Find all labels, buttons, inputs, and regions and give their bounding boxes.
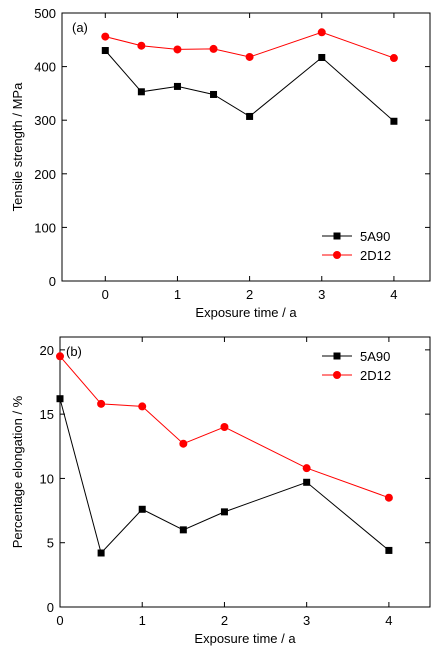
- y-tick-label: 100: [34, 220, 56, 235]
- data-point-5A90: [246, 112, 254, 120]
- data-point-2D12: [389, 54, 398, 63]
- legend-label-5A90: 5A90: [360, 229, 390, 244]
- data-point-5A90: [385, 546, 393, 554]
- y-tick-label: 500: [34, 6, 56, 21]
- y-tick-label: 5: [47, 536, 54, 551]
- data-point-2D12: [97, 399, 106, 408]
- y-tick-label: 0: [47, 600, 54, 615]
- data-point-2D12: [220, 423, 229, 431]
- data-point-2D12: [302, 464, 311, 473]
- legend: 5A90 2D12: [322, 349, 391, 383]
- y-tick-label: 300: [34, 113, 56, 128]
- series-line-5A90: [104, 50, 395, 122]
- data-point-2D12: [138, 402, 147, 411]
- data-point-5A90: [179, 526, 187, 534]
- y-tick-label: 400: [34, 60, 56, 75]
- data-point-2D12: [179, 439, 188, 448]
- data-point-5A90: [101, 47, 109, 55]
- data-point-5A90: [97, 549, 105, 557]
- legend-label-2D12: 2D12: [360, 248, 391, 263]
- x-axis-label: Exposure time / a: [195, 305, 297, 320]
- plot-frame: [61, 12, 431, 282]
- data-point-5A90: [390, 117, 398, 125]
- y-tick-label: 15: [40, 407, 54, 422]
- x-tick-label: 1: [174, 287, 181, 302]
- legend: 5A90 2D12: [322, 229, 391, 263]
- legend-label-5A90: 5A90: [360, 349, 390, 364]
- chart-panel-a: 0 1 2 3 4 0 100 200 300 400 500 Exposure time / a Te…: [10, 6, 431, 320]
- data-point-5A90: [56, 395, 64, 403]
- data-point-2D12: [137, 41, 146, 50]
- data-point-2D12: [317, 28, 326, 37]
- panel-label: (b): [66, 344, 82, 359]
- y-tick-label: 200: [34, 167, 56, 182]
- x-tick-label: 0: [102, 287, 109, 302]
- y-axis-label: Tensile strength / MPa: [10, 82, 25, 211]
- data-point-5A90: [173, 82, 181, 90]
- data-point-2D12: [56, 352, 64, 361]
- legend-label-2D12: 2D12: [360, 368, 391, 383]
- y-tick-label: 0: [49, 274, 56, 289]
- data-point-2D12: [245, 52, 254, 61]
- x-tick-label: 0: [56, 613, 63, 628]
- data-point-2D12: [173, 45, 182, 54]
- x-tick-label: 4: [390, 287, 397, 302]
- chart-panel-b: 0 1 2 3 4 0 5 10 15 20 Exposure time / a Percentage…: [10, 336, 431, 646]
- data-point-5A90: [137, 88, 145, 96]
- data-point-5A90: [303, 478, 311, 486]
- x-tick-label: 4: [385, 613, 392, 628]
- y-tick-label: 20: [40, 343, 54, 358]
- data-point-2D12: [209, 44, 218, 53]
- legend-marker-2D12: [333, 251, 341, 259]
- y-tick-label: 10: [40, 471, 54, 486]
- x-tick-label: 3: [303, 613, 310, 628]
- data-point-2D12: [384, 493, 393, 502]
- legend-marker-2D12: [333, 371, 341, 379]
- x-tick-label: 2: [221, 613, 228, 628]
- x-axis-label: Exposure time / a: [194, 631, 296, 646]
- y-axis-label: Percentage elongation / %: [10, 395, 25, 548]
- plot-frame: [59, 336, 431, 608]
- data-point-2D12: [101, 32, 110, 41]
- data-point-5A90: [138, 505, 146, 513]
- x-tick-label: 2: [246, 287, 253, 302]
- data-point-5A90: [220, 508, 228, 516]
- x-tick-label: 1: [139, 613, 146, 628]
- series-line-5A90: [59, 398, 390, 554]
- data-point-5A90: [318, 53, 326, 61]
- data-point-5A90: [210, 90, 218, 98]
- panel-label: (a): [72, 20, 88, 35]
- legend-marker-5A90: [333, 232, 341, 240]
- legend-marker-5A90: [333, 352, 341, 360]
- x-tick-label: 3: [318, 287, 325, 302]
